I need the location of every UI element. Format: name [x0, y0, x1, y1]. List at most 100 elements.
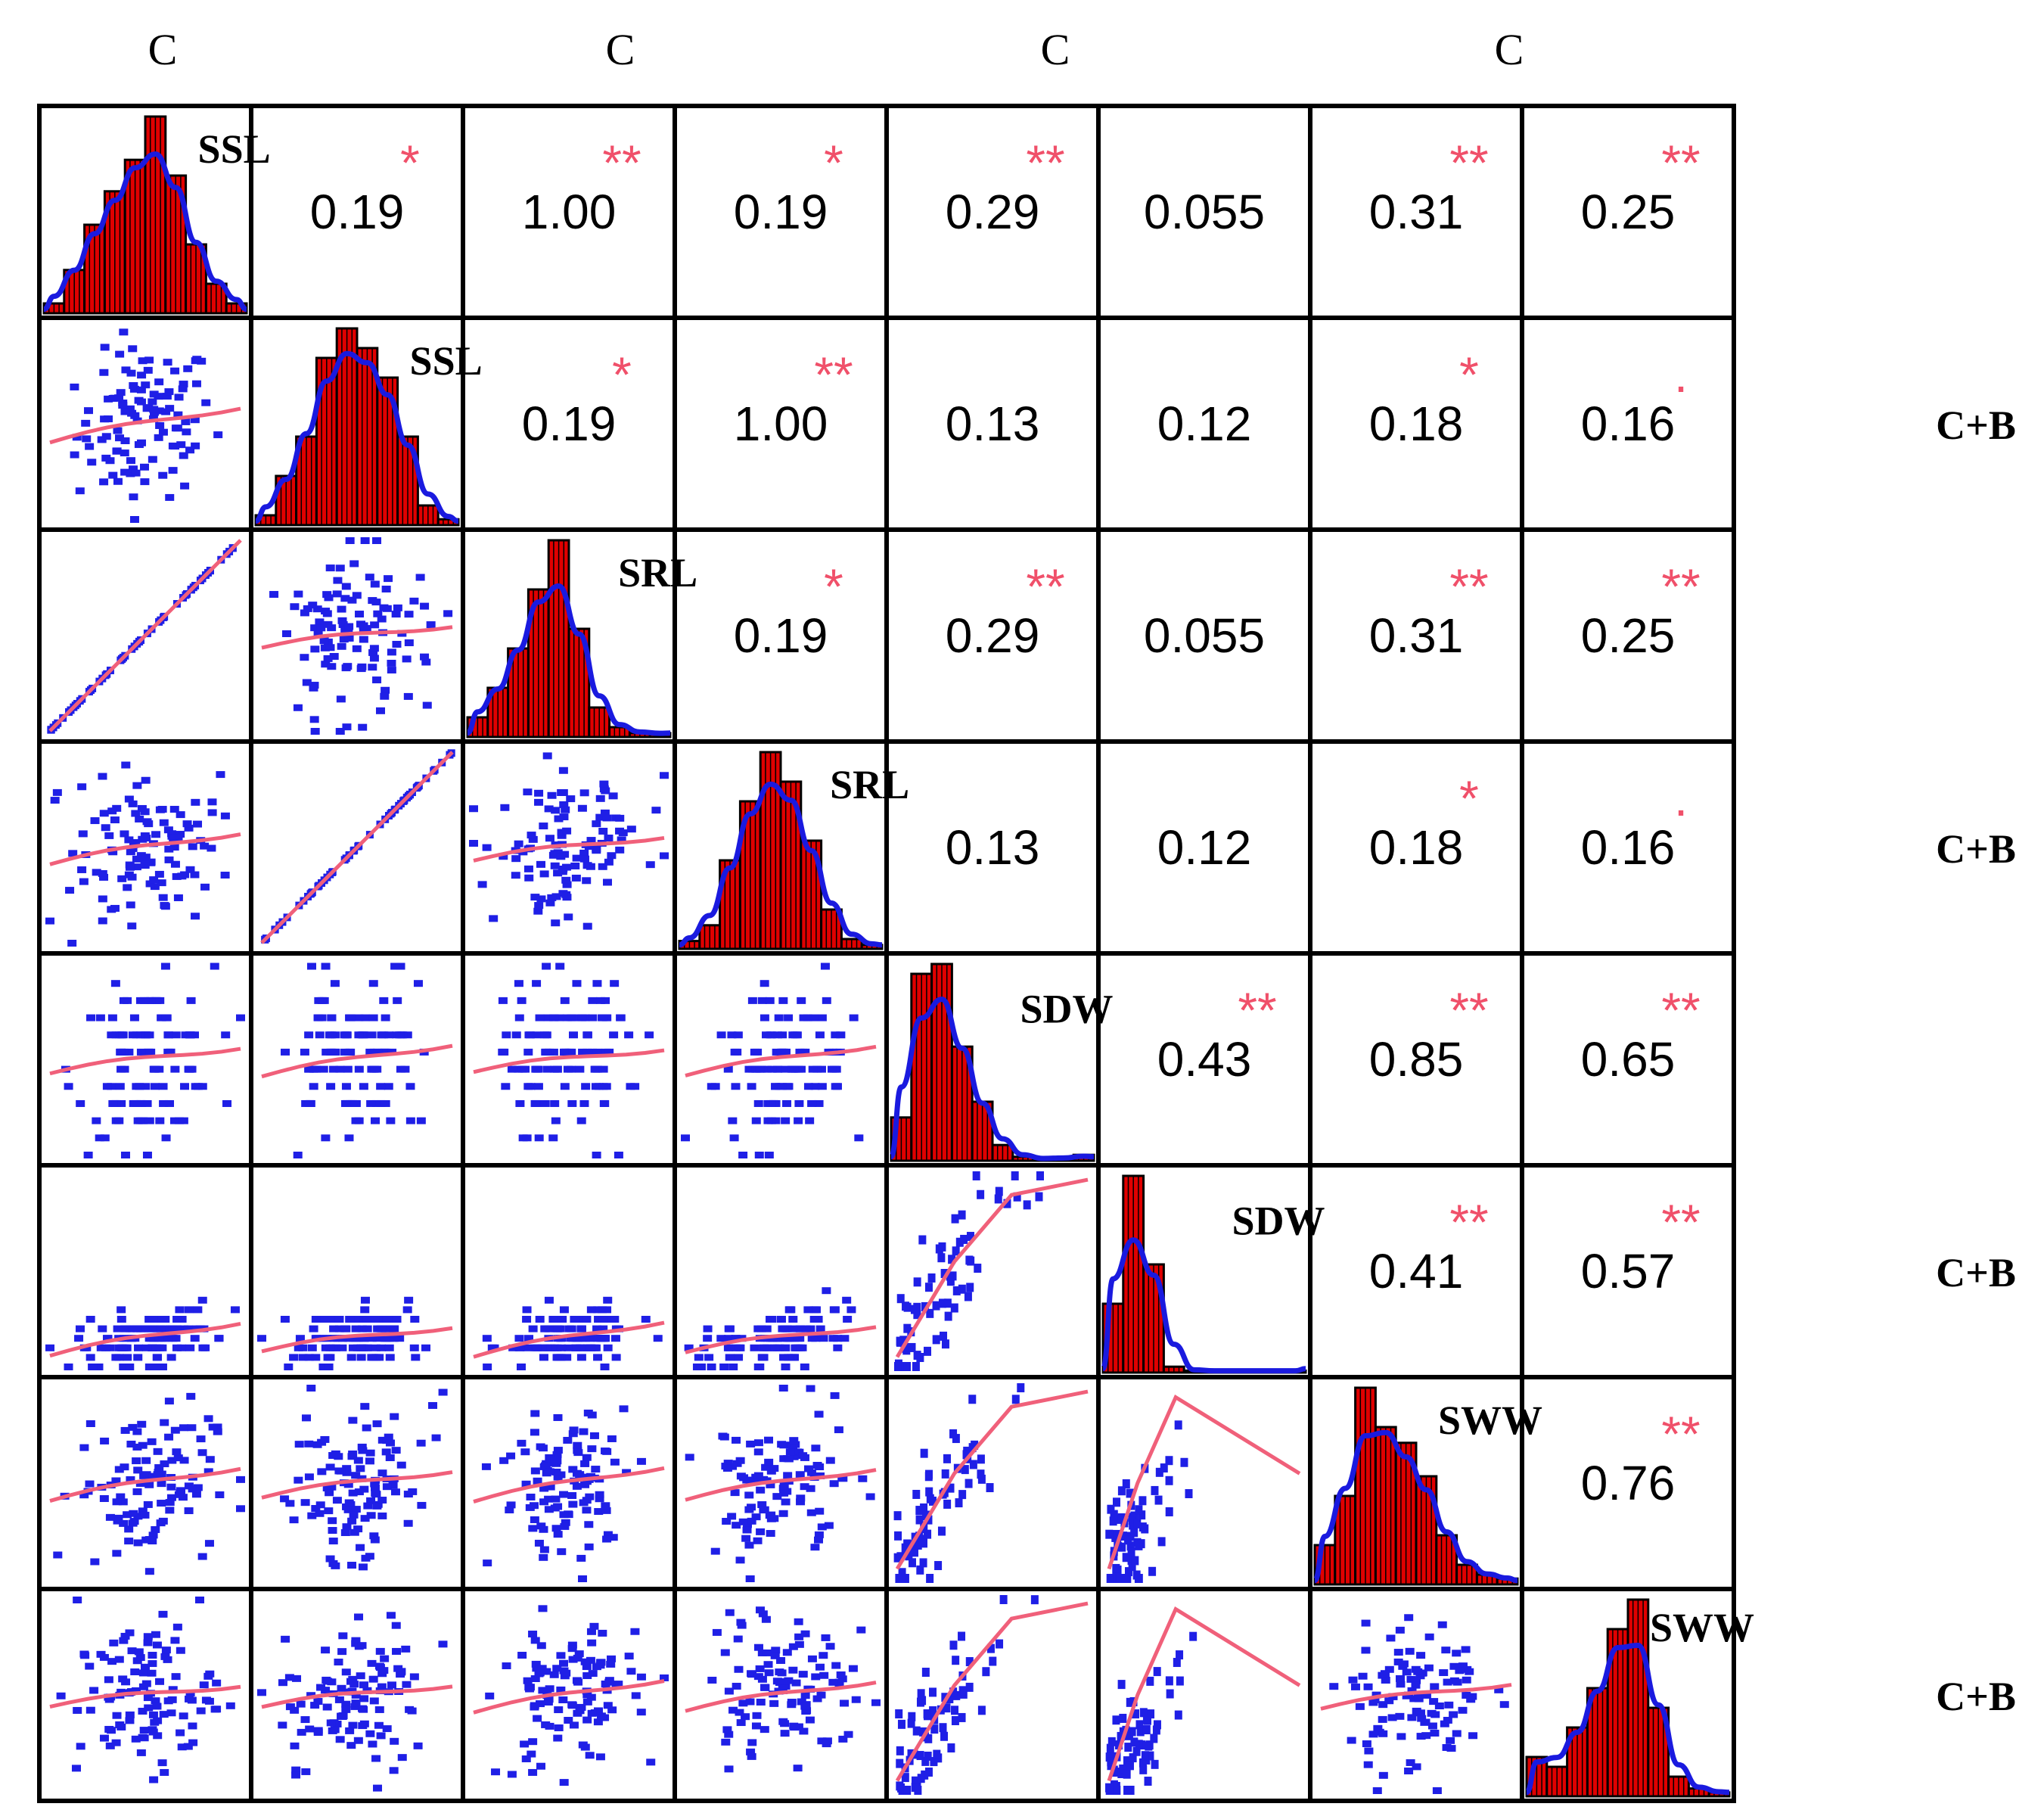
scatter-point	[137, 1420, 147, 1428]
top-group-label: C	[606, 25, 635, 74]
scatter-point	[545, 1468, 554, 1476]
scatter-point	[199, 1681, 209, 1689]
scatter-point	[794, 1448, 804, 1456]
scatter-point	[155, 1678, 165, 1685]
scatter-point	[926, 1308, 934, 1318]
scatter-point	[381, 1335, 390, 1342]
scatter-point	[360, 1515, 370, 1522]
scatter-point	[1117, 1680, 1126, 1690]
scatter-point	[803, 1083, 813, 1090]
scatter-point	[602, 878, 612, 886]
scatter-point	[794, 1117, 803, 1124]
scatter-point	[554, 815, 564, 822]
scatter-point	[1106, 1574, 1114, 1583]
scatter-point	[696, 1364, 706, 1370]
scatter-point	[822, 1287, 831, 1295]
scatter-point	[381, 585, 391, 592]
scatter-point	[176, 831, 185, 838]
scatter-point	[326, 1083, 336, 1090]
scatter-point	[977, 1454, 985, 1464]
scatter-point	[815, 1663, 825, 1671]
correlation-value: 0.19	[734, 608, 828, 663]
scatter-point	[325, 1555, 335, 1563]
scatter-point	[532, 1031, 542, 1039]
scatter-point	[325, 1344, 335, 1351]
scatter-point	[1113, 1786, 1121, 1795]
scatter-point	[952, 1286, 961, 1295]
scatter-point	[76, 1743, 85, 1750]
scatter-point	[353, 1737, 363, 1744]
scatter-point	[83, 1152, 93, 1158]
scatter-point	[1013, 1192, 1021, 1202]
scatter-point	[469, 840, 478, 847]
scatter-point	[342, 1465, 352, 1472]
scatter-point	[322, 610, 332, 617]
scatter-point	[342, 1523, 352, 1531]
scatter-point	[368, 1740, 377, 1748]
scatter-point	[1160, 1463, 1168, 1473]
scatter-point	[1106, 1743, 1114, 1753]
scatter-point	[772, 1048, 781, 1056]
scatter-point	[806, 1385, 815, 1392]
scatter-point	[653, 1335, 663, 1342]
scatter-point	[150, 883, 160, 891]
scatter-point	[575, 1065, 585, 1073]
scatter-point	[322, 1048, 331, 1056]
scatter-point	[965, 1657, 974, 1667]
scatter-point	[157, 1759, 167, 1767]
scatter-point	[817, 1523, 827, 1531]
scatter-point	[303, 605, 312, 612]
scatter-point	[337, 617, 347, 624]
scatter-point	[1368, 1730, 1378, 1738]
scatter-point	[99, 1494, 109, 1502]
scatter-point	[129, 382, 138, 390]
scatter-point	[350, 1702, 360, 1710]
smooth-line	[685, 1681, 877, 1713]
scatter-point	[309, 684, 318, 692]
scatter-point	[570, 862, 580, 869]
scatter-point	[170, 367, 180, 375]
scatter-point	[340, 1529, 350, 1537]
scatter-point	[284, 1674, 294, 1681]
scatter-point	[118, 1031, 128, 1039]
scatter-point	[784, 1014, 794, 1022]
scatter-point	[148, 1660, 157, 1668]
scatter-point	[145, 880, 155, 888]
scatter-point	[311, 1316, 321, 1323]
scatter-point	[1180, 1457, 1188, 1467]
scatter-point	[354, 1488, 364, 1496]
scatter-point	[722, 1464, 732, 1472]
scatter-point	[179, 1117, 188, 1124]
scatter-point	[561, 863, 571, 871]
scatter-point	[349, 560, 359, 568]
scatter-point	[1003, 1199, 1011, 1208]
scatter-point	[370, 1065, 380, 1073]
scatter-point	[586, 1628, 596, 1635]
scatter-point	[608, 1534, 618, 1541]
scatter-point	[660, 772, 669, 779]
scatter-point	[214, 1335, 224, 1342]
scatter-point	[304, 1065, 314, 1073]
scatter-point	[1157, 1537, 1166, 1547]
scatter-point	[368, 1014, 378, 1022]
scatter-point	[539, 1485, 549, 1492]
scatter-point	[385, 1354, 395, 1361]
scatter-point	[505, 1507, 514, 1514]
scatter-point	[545, 1685, 554, 1693]
scatter-point	[157, 1500, 166, 1507]
scatter-point	[558, 868, 567, 875]
scatter-point	[527, 832, 536, 839]
scatter-point	[602, 1535, 612, 1543]
scatter-point	[343, 1335, 353, 1342]
scatter-point	[1468, 1732, 1478, 1740]
smooth-line	[1107, 1394, 1301, 1570]
smooth-line	[49, 1046, 241, 1076]
scatter-point	[631, 1692, 641, 1699]
scatter-point	[1129, 1753, 1137, 1763]
scatter-point	[1402, 1668, 1412, 1676]
scatter-point	[828, 1678, 838, 1686]
scatter-point	[582, 1048, 592, 1056]
scatter-point	[536, 1762, 546, 1770]
scatter-point	[1329, 1683, 1339, 1690]
scatter-point	[281, 1048, 290, 1056]
